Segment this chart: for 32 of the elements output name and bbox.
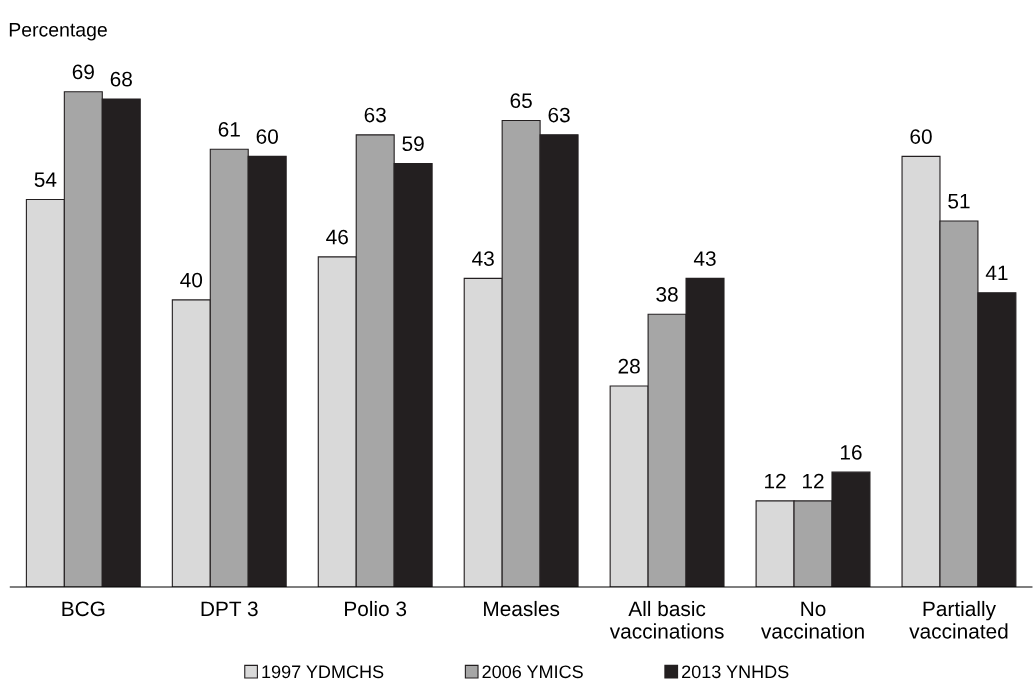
x-tick-label: DPT 3 xyxy=(201,601,258,617)
legend-label: 2013 YNHDS xyxy=(682,665,789,679)
y-axis-title: Percentage xyxy=(9,23,107,41)
data-label: 12 xyxy=(803,473,824,489)
legend-label: 1997 YDMCHS xyxy=(262,665,384,679)
data-label: 63 xyxy=(548,107,570,123)
data-label: 51 xyxy=(948,193,970,209)
x-tick-label: BCG xyxy=(62,601,105,617)
data-label: 43 xyxy=(693,251,716,266)
data-label: 61 xyxy=(218,121,240,137)
data-label: 40 xyxy=(180,272,203,288)
data-label: 65 xyxy=(510,93,532,109)
data-label: 41 xyxy=(985,265,1008,281)
legend-label: 2006 YMICS xyxy=(482,665,583,679)
data-label: 54 xyxy=(34,172,57,187)
data-label: 69 xyxy=(72,64,94,80)
data-label: 68 xyxy=(110,71,132,87)
data-label: 46 xyxy=(326,229,348,245)
data-label: 60 xyxy=(256,129,278,144)
x-tick-label: No vaccination xyxy=(760,601,864,639)
data-label: 60 xyxy=(910,129,932,144)
data-label: 12 xyxy=(765,473,786,489)
data-label: 16 xyxy=(840,444,862,460)
x-tick-label: Partially vaccinated xyxy=(909,600,1008,639)
data-label: 59 xyxy=(402,136,424,152)
data-label: 28 xyxy=(618,358,640,374)
data-label: 43 xyxy=(472,251,494,266)
data-label: 38 xyxy=(656,287,678,302)
data-label: 63 xyxy=(364,107,386,123)
x-tick-label: All basic vaccinations xyxy=(609,600,724,639)
x-tick-label: Measles xyxy=(484,600,560,617)
x-tick-label: Polio 3 xyxy=(345,600,407,617)
